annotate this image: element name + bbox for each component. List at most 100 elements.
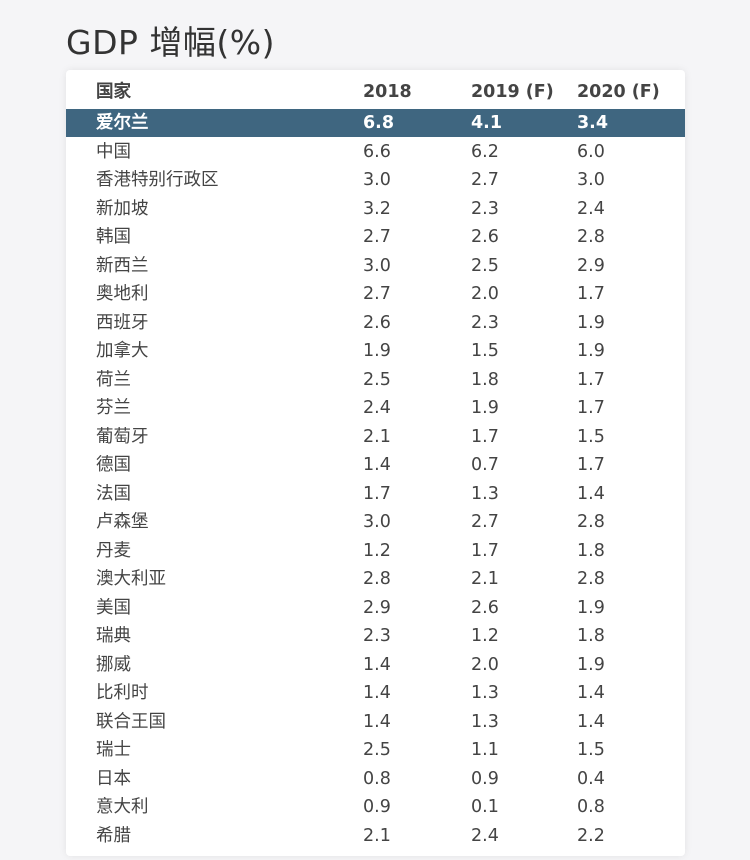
table-row: 美国 2.9 2.6 1.9 <box>66 594 685 622</box>
cell-value-2019: 1.7 <box>471 540 499 561</box>
cell-value-2020: 2.9 <box>577 255 605 276</box>
table-row: 意大利 0.9 0.1 0.8 <box>66 793 685 821</box>
cell-value-2020: 3.0 <box>577 170 605 190</box>
table-row: 挪威 1.4 2.0 1.9 <box>66 651 685 679</box>
cell-value-2020: 1.5 <box>577 426 605 447</box>
cell-value-2019: 1.8 <box>471 369 499 390</box>
cell-value-2018: 2.7 <box>363 227 391 247</box>
cell-value-2019: 2.3 <box>471 198 499 219</box>
cell-value-2019: 0.1 <box>471 797 499 817</box>
table-row: 日本 0.8 0.9 0.4 <box>66 765 685 793</box>
cell-country: 挪威 <box>96 654 131 675</box>
cell-country: 丹麦 <box>96 540 131 561</box>
table-row: 瑞士 2.5 1.1 1.5 <box>66 736 685 764</box>
table-row: 加拿大 1.9 1.5 1.9 <box>66 337 685 365</box>
header-2018: 2018 <box>363 82 412 102</box>
cell-value-2018: 2.4 <box>363 398 391 418</box>
cell-value-2020: 1.7 <box>577 284 605 304</box>
cell-country: 希腊 <box>96 825 131 846</box>
cell-value-2020: 1.4 <box>577 483 605 504</box>
cell-value-2020: 1.9 <box>577 341 605 361</box>
table-row: 新西兰 3.0 2.5 2.9 <box>66 252 685 280</box>
cell-value-2019: 1.7 <box>471 426 499 447</box>
cell-value-2018: 0.8 <box>363 768 391 789</box>
cell-value-2020: 2.4 <box>577 198 605 219</box>
page-title: GDP 增幅(%) <box>66 23 275 62</box>
cell-value-2020: 2.8 <box>577 512 605 532</box>
table-row: 澳大利亚 2.8 2.1 2.8 <box>66 565 685 593</box>
cell-value-2018: 2.6 <box>363 312 391 333</box>
cell-value-2020: 1.5 <box>577 740 605 760</box>
cell-value-2018: 3.0 <box>363 170 391 190</box>
table-row: 联合王国 1.4 1.3 1.4 <box>66 708 685 736</box>
table-header-row: 国家 2018 2019 (F) 2020 (F) <box>66 78 685 106</box>
cell-value-2020: 1.7 <box>577 455 605 475</box>
cell-value-2020: 1.4 <box>577 711 605 732</box>
cell-value-2019: 2.3 <box>471 312 499 333</box>
cell-value-2019: 1.2 <box>471 626 499 646</box>
cell-country: 卢森堡 <box>96 512 149 532</box>
table-row: 卢森堡 3.0 2.7 2.8 <box>66 508 685 536</box>
cell-value-2018: 6.6 <box>363 141 391 162</box>
cell-value-2018: 1.4 <box>363 455 391 475</box>
cell-value-2019: 2.7 <box>471 170 499 190</box>
cell-value-2018: 1.7 <box>363 483 391 504</box>
cell-value-2020: 2.8 <box>577 569 605 589</box>
cell-value-2019: 2.0 <box>471 284 499 304</box>
cell-country: 韩国 <box>96 227 131 247</box>
cell-value-2020: 1.4 <box>577 683 605 703</box>
header-country: 国家 <box>96 82 131 102</box>
cell-value-2019: 1.9 <box>471 398 499 418</box>
table-row: 西班牙 2.6 2.3 1.9 <box>66 309 685 337</box>
table-row: 德国 1.4 0.7 1.7 <box>66 451 685 479</box>
cell-value-2018: 1.4 <box>363 683 391 703</box>
cell-value-2018: 1.2 <box>363 540 391 561</box>
table-row: 新加坡 3.2 2.3 2.4 <box>66 195 685 223</box>
cell-value-2020: 1.9 <box>577 654 605 675</box>
cell-value-2018: 2.1 <box>363 825 391 846</box>
cell-value-2018: 6.8 <box>363 113 395 133</box>
cell-country: 奥地利 <box>96 284 149 304</box>
cell-value-2018: 2.3 <box>363 626 391 646</box>
table-row-highlighted: 爱尔兰 6.8 4.1 3.4 <box>66 109 685 137</box>
cell-value-2020: 0.4 <box>577 768 605 789</box>
cell-value-2019: 1.1 <box>471 740 499 760</box>
table-row: 法国 1.7 1.3 1.4 <box>66 480 685 508</box>
table-row: 希腊 2.1 2.4 2.2 <box>66 822 685 850</box>
cell-value-2020: 1.9 <box>577 597 605 618</box>
cell-value-2019: 2.1 <box>471 569 499 589</box>
cell-country: 西班牙 <box>96 312 149 333</box>
table-row: 葡萄牙 2.1 1.7 1.5 <box>66 423 685 451</box>
cell-value-2019: 1.5 <box>471 341 499 361</box>
cell-country: 日本 <box>96 768 131 789</box>
cell-country: 葡萄牙 <box>96 426 149 447</box>
cell-value-2020: 1.8 <box>577 626 605 646</box>
gdp-table: 国家 2018 2019 (F) 2020 (F) 爱尔兰 6.8 4.1 3.4 中国… <box>66 70 685 856</box>
cell-value-2019: 0.9 <box>471 768 499 789</box>
cell-value-2019: 2.7 <box>471 512 499 532</box>
cell-country: 新西兰 <box>96 255 149 276</box>
table-row: 瑞典 2.3 1.2 1.8 <box>66 622 685 650</box>
cell-country: 法国 <box>96 483 131 504</box>
table-row: 香港特别行政区 3.0 2.7 3.0 <box>66 166 685 194</box>
cell-value-2019: 1.3 <box>471 711 499 732</box>
cell-value-2020: 1.7 <box>577 398 605 418</box>
cell-country: 比利时 <box>96 683 149 703</box>
cell-value-2018: 2.8 <box>363 569 391 589</box>
table-row: 中国 6.6 6.2 6.0 <box>66 138 685 166</box>
table-row: 比利时 1.4 1.3 1.4 <box>66 679 685 707</box>
cell-value-2019: 0.7 <box>471 455 499 475</box>
cell-value-2020: 3.4 <box>577 113 609 133</box>
cell-value-2020: 6.0 <box>577 141 605 162</box>
table-row: 奥地利 2.7 2.0 1.7 <box>66 280 685 308</box>
cell-value-2019: 2.6 <box>471 597 499 618</box>
cell-value-2020: 1.9 <box>577 312 605 333</box>
table-row: 韩国 2.7 2.6 2.8 <box>66 223 685 251</box>
cell-country: 德国 <box>96 455 131 475</box>
cell-value-2018: 1.4 <box>363 711 391 732</box>
cell-country: 加拿大 <box>96 341 149 361</box>
cell-country: 澳大利亚 <box>96 569 166 589</box>
cell-value-2019: 2.0 <box>471 654 499 675</box>
cell-country: 美国 <box>96 597 131 618</box>
cell-value-2020: 2.8 <box>577 227 605 247</box>
